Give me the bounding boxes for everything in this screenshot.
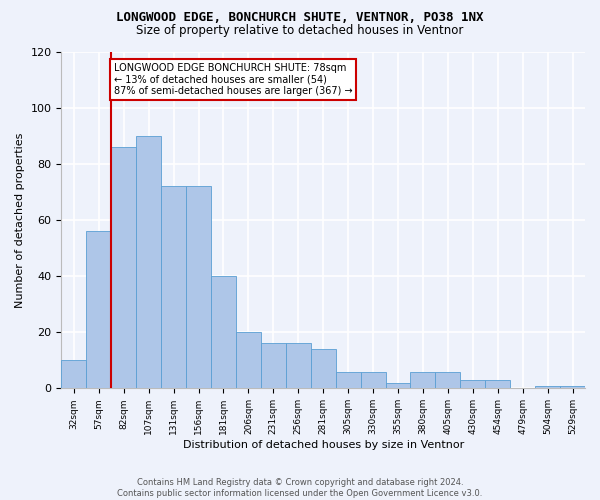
Bar (335, 372, 361, 388)
Bar (136, 136, 161, 388)
Text: LONGWOOD EDGE, BONCHURCH SHUTE, VENTNOR, PO38 1NX: LONGWOOD EDGE, BONCHURCH SHUTE, VENTNOR,… (116, 11, 484, 24)
Bar (311, 349, 335, 389)
X-axis label: Distribution of detached houses by size in Ventnor: Distribution of detached houses by size … (182, 440, 464, 450)
Bar (286, 344, 311, 388)
Bar (86, 231, 111, 388)
Bar (535, 386, 560, 388)
Bar (61, 360, 86, 388)
Bar (485, 380, 510, 388)
Bar (386, 382, 410, 388)
Bar (410, 372, 436, 388)
Bar (236, 332, 261, 388)
Text: Size of property relative to detached houses in Ventnor: Size of property relative to detached ho… (136, 24, 464, 37)
Bar (560, 386, 585, 388)
Y-axis label: Number of detached properties: Number of detached properties (15, 132, 25, 308)
Bar (161, 186, 186, 388)
Bar (361, 372, 386, 388)
Bar (460, 380, 485, 388)
Text: LONGWOOD EDGE BONCHURCH SHUTE: 78sqm
← 13% of detached houses are smaller (54)
8: LONGWOOD EDGE BONCHURCH SHUTE: 78sqm ← 1… (114, 62, 352, 96)
Text: Contains HM Land Registry data © Crown copyright and database right 2024.
Contai: Contains HM Land Registry data © Crown c… (118, 478, 482, 498)
Bar (211, 276, 236, 388)
Bar (186, 186, 211, 388)
Bar (261, 344, 286, 388)
Bar (436, 372, 460, 388)
Bar (111, 147, 136, 388)
